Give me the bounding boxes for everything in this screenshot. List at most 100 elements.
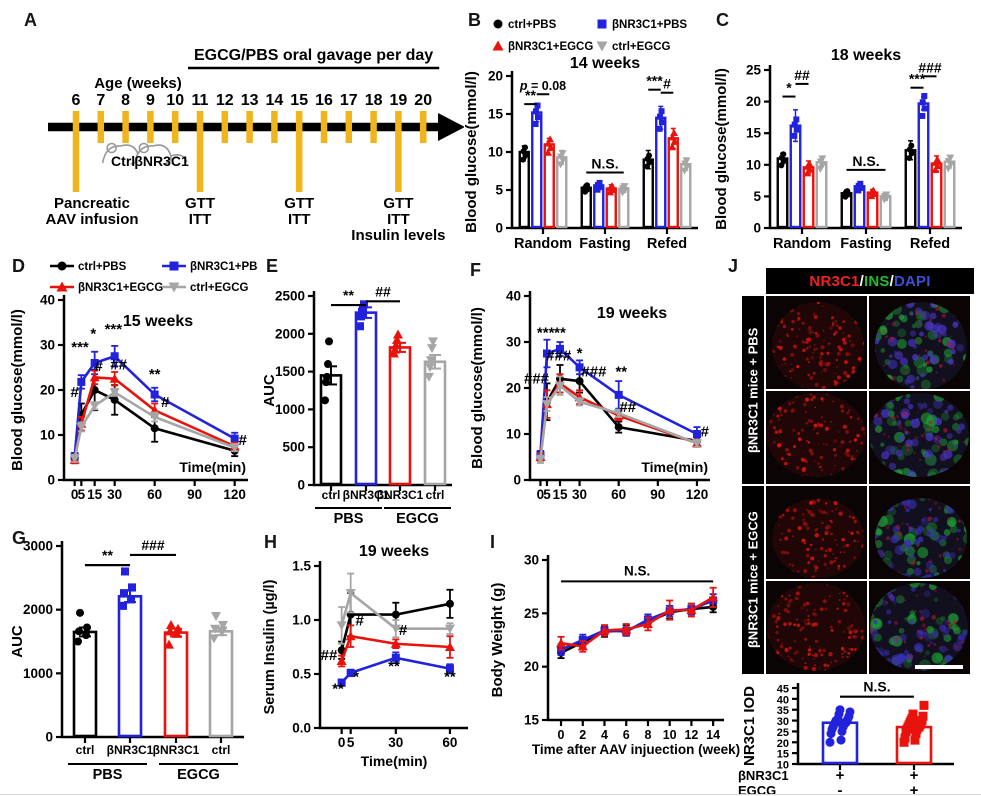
svg-text:Time(min): Time(min) — [641, 459, 708, 475]
header-dapi-label: DAPI — [893, 272, 931, 290]
svg-text:p = 0.08: p = 0.08 — [519, 79, 566, 93]
if-image-merge — [869, 486, 970, 579]
annotations: **** *****## #### — [70, 321, 247, 449]
svg-text:βNR3C1+EGCG: βNR3C1+EGCG — [78, 282, 163, 294]
svg-text:ITT: ITT — [288, 211, 311, 228]
svg-text:30: 30 — [777, 716, 789, 728]
svg-text:25: 25 — [777, 727, 789, 739]
svg-text:20: 20 — [414, 92, 432, 109]
svg-text:#: # — [161, 394, 170, 411]
svg-text:30: 30 — [388, 735, 403, 750]
svg-text:14 weeks: 14 weeks — [570, 55, 640, 72]
svg-text:5: 5 — [495, 183, 503, 198]
svg-text:1.0: 1.0 — [292, 613, 311, 628]
bar-Fasting-ctrl+PBS — [840, 188, 853, 229]
svg-text:##: ## — [110, 356, 127, 373]
bar-Random-ctrl+EGCG — [556, 149, 568, 229]
svg-text:##: ## — [375, 283, 391, 299]
svg-text:Blood glucose(mmol/l): Blood glucose(mmol/l) — [463, 71, 480, 233]
svg-text:500: 500 — [282, 440, 305, 455]
svg-text:ctrl+EGCG: ctrl+EGCG — [190, 282, 249, 294]
svg-text:*: * — [786, 80, 792, 96]
svg-text:##: ## — [619, 399, 636, 416]
svg-text:30: 30 — [107, 487, 122, 502]
panel-f: F 0 10 20 30 40 Blood glucose(mmol/l) 0 5 15 30 60… — [464, 256, 720, 524]
svg-text:***: *** — [646, 73, 663, 89]
svg-text:βNR3C1: βNR3C1 — [343, 488, 390, 502]
svg-text:10: 10 — [40, 428, 55, 443]
svg-text:βNR3C1: βNR3C1 — [107, 743, 154, 757]
svg-text:Fasting: Fasting — [579, 236, 631, 252]
panel-c: C 0 5 10 15 20 25 Blood glucose(mmol/l) 18 week… — [710, 6, 978, 252]
svg-text:βNR3C1+PBS: βNR3C1+PBS — [190, 261, 258, 273]
svg-text:**: ** — [332, 680, 344, 697]
svg-text:17: 17 — [340, 92, 358, 109]
bar-ctrl+PBS — [319, 337, 343, 486]
bar-ctrl+EGCG — [423, 337, 447, 486]
axes: 0 10 20 30 40 Blood glucose(mmol/l) — [9, 293, 248, 488]
svg-text:EGCG: EGCG — [177, 767, 220, 783]
axes: 15 20 25 30 Body Weight (g) — [489, 553, 724, 728]
svg-text:18: 18 — [365, 92, 383, 109]
svg-text:***: *** — [105, 321, 123, 338]
panel-b: B 0 5 10 15 20 Blood glucose(mmol/l) 14 weeks R… — [462, 6, 706, 252]
svg-text:+: + — [836, 767, 845, 784]
svg-text:5: 5 — [78, 487, 86, 502]
bar-Fasting-ctrl+EGCG — [879, 191, 892, 229]
svg-text:AAV infusion: AAV infusion — [45, 211, 138, 228]
svg-text:20: 20 — [777, 738, 789, 750]
svg-text:7: 7 — [96, 92, 105, 109]
blood-glucose-14w-chart: 0 5 10 15 20 Blood glucose(mmol/l) 14 weeks Ran… — [463, 19, 698, 252]
svg-text:Refed: Refed — [647, 236, 687, 252]
svg-text:N.S.: N.S. — [624, 563, 650, 578]
bar-Refed-βNR3C1+PBS — [655, 105, 667, 229]
bar-Refed-ctrl+PBS — [642, 149, 654, 229]
serum-insulin-chart: 0.0 0.5 1.0 1.5 Serum Insulin (µg/l) 0 5 30 60 Ti… — [262, 543, 468, 769]
svg-text:##: ## — [794, 67, 810, 83]
svg-text:20: 20 — [524, 659, 539, 674]
svg-text:5: 5 — [347, 735, 355, 750]
svg-text:30: 30 — [40, 338, 55, 353]
axes: 0 500 1000 1500 2000 2500 AUC — [261, 289, 452, 493]
svg-text:#: # — [238, 432, 247, 449]
annotations: **p = 0.08 N.S. *** # — [519, 73, 674, 174]
svg-text:#: # — [70, 384, 79, 401]
svg-text:40: 40 — [40, 293, 55, 308]
svg-text:0.0: 0.0 — [292, 721, 311, 736]
svg-text:##: ## — [321, 647, 338, 664]
svg-text:10: 10 — [166, 92, 184, 109]
if-image-nr3c1 — [766, 581, 867, 674]
svg-text:10: 10 — [746, 157, 761, 172]
series-βNR3C1+EGCG — [336, 624, 455, 668]
svg-text:9: 9 — [146, 92, 155, 109]
svg-text:90: 90 — [187, 487, 202, 502]
svg-text:10: 10 — [777, 760, 789, 772]
svg-text:30: 30 — [506, 335, 521, 350]
svg-text:Pancreatic: Pancreatic — [54, 195, 130, 212]
svg-text:3000: 3000 — [23, 539, 53, 554]
svg-text:ctrl: ctrl — [426, 488, 445, 502]
row-group-label-egcg: βNR3C1 mice + EGCG — [742, 486, 764, 674]
svg-text:30: 30 — [572, 487, 587, 502]
svg-text:βNR3C1: βNR3C1 — [134, 153, 189, 169]
panel-h: H 0.0 0.5 1.0 1.5 Serum Insulin (µg/l) 0 5 30 60… — [258, 528, 480, 792]
svg-text:###: ### — [918, 59, 942, 75]
svg-text:15: 15 — [524, 713, 540, 728]
svg-text:2000: 2000 — [23, 602, 53, 617]
panel-label-b: B — [468, 10, 481, 30]
svg-text:10: 10 — [663, 728, 677, 742]
legend: ctrl+PBS βNR3C1+PBS βNR3C1+EGCG ctrl+EGCG — [492, 19, 687, 53]
svg-text:20: 20 — [506, 381, 521, 396]
axes: 0.0 0.5 1.0 1.5 Serum Insulin (µg/l) — [262, 559, 468, 736]
svg-text:15: 15 — [746, 126, 762, 141]
series-ctrl+EGCG — [336, 572, 455, 645]
svg-text:NR3C1 IOD: NR3C1 IOD — [741, 686, 758, 766]
panel-label-a: A — [24, 10, 37, 30]
svg-text:Time(min): Time(min) — [361, 753, 428, 769]
svg-text:#: # — [701, 423, 710, 440]
svg-text:1000: 1000 — [275, 402, 305, 417]
